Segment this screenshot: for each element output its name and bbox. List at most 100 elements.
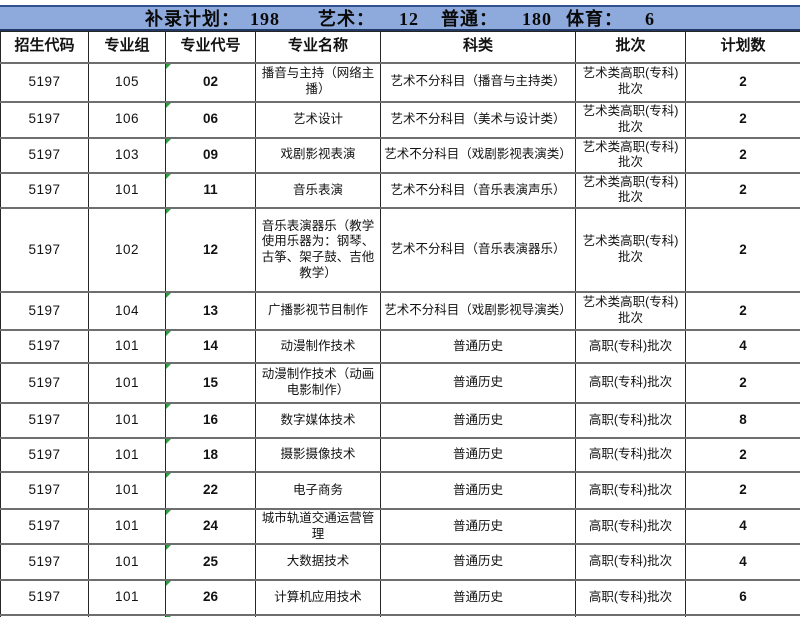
cell-major-name[interactable]: 动漫制作技术（动画电影制作） <box>255 362 381 404</box>
cell-major-name[interactable]: 播音与主持（网络主播） <box>255 61 381 103</box>
cell-plan-count[interactable]: 2 <box>685 362 800 404</box>
cell-batch[interactable]: 高职(专科)批次 <box>575 362 686 404</box>
cell-batch[interactable]: 艺术类高职(专科)批次 <box>575 207 686 293</box>
cell-subject-category[interactable]: 艺术不分科目（美术与设计类） <box>380 100 576 139</box>
cell-enroll-code[interactable]: 5197 <box>0 100 89 139</box>
cell-major-code[interactable]: 18 <box>165 437 256 473</box>
column-header-name[interactable]: 专业名称 <box>255 31 381 64</box>
column-header-group[interactable]: 专业组 <box>88 31 166 64</box>
cell-batch[interactable]: 高职(专科)批次 <box>575 579 686 617</box>
cell-major-code[interactable]: 02 <box>165 61 256 103</box>
cell-enroll-code[interactable]: 5197 <box>0 171 89 210</box>
cell-major-name[interactable]: 广播影视节目制作 <box>255 291 381 331</box>
cell-batch[interactable]: 艺术类高职(专科)批次 <box>575 61 686 103</box>
cell-subject-category[interactable]: 艺术不分科目（音乐表演声乐） <box>380 171 576 210</box>
cell-plan-count[interactable]: 4 <box>685 507 800 546</box>
cell-major-group[interactable]: 101 <box>88 402 166 439</box>
cell-enroll-code[interactable]: 5197 <box>0 437 89 473</box>
cell-batch[interactable]: 高职(专科)批次 <box>575 437 686 473</box>
cell-subject-category[interactable]: 普通历史 <box>380 437 576 473</box>
cell-batch[interactable]: 高职(专科)批次 <box>575 402 686 439</box>
cell-plan-count[interactable]: 4 <box>685 543 800 582</box>
column-header-plan[interactable]: 计划数 <box>685 31 800 64</box>
cell-subject-category[interactable]: 普通历史 <box>380 579 576 617</box>
cell-major-code[interactable]: 13 <box>165 291 256 331</box>
cell-plan-count[interactable]: 4 <box>685 329 800 364</box>
cell-enroll-code[interactable]: 5197 <box>0 507 89 546</box>
cell-major-group[interactable]: 101 <box>88 579 166 617</box>
cell-subject-category[interactable]: 普通历史 <box>380 362 576 404</box>
cell-subject-category[interactable]: 普通历史 <box>380 402 576 439</box>
cell-plan-count[interactable]: 2 <box>685 100 800 139</box>
cell-major-group[interactable]: 104 <box>88 291 166 331</box>
cell-enroll-code[interactable]: 5197 <box>0 207 89 293</box>
cell-plan-count[interactable]: 6 <box>685 579 800 617</box>
cell-major-code[interactable]: 15 <box>165 362 256 404</box>
cell-major-name[interactable]: 摄影摄像技术 <box>255 437 381 473</box>
cell-plan-count[interactable]: 8 <box>685 402 800 439</box>
cell-major-name[interactable]: 数字媒体技术 <box>255 402 381 439</box>
cell-major-group[interactable]: 101 <box>88 471 166 510</box>
cell-major-name[interactable]: 大数据技术 <box>255 543 381 582</box>
cell-major-group[interactable]: 106 <box>88 100 166 139</box>
cell-major-code[interactable]: 06 <box>165 100 256 139</box>
cell-subject-category[interactable]: 艺术不分科目（戏剧影视表演类） <box>380 136 576 174</box>
cell-major-code[interactable]: 12 <box>165 207 256 293</box>
cell-enroll-code[interactable]: 5197 <box>0 579 89 617</box>
cell-major-group[interactable]: 101 <box>88 329 166 364</box>
cell-subject-category[interactable]: 普通历史 <box>380 543 576 582</box>
column-header-batch[interactable]: 批次 <box>575 31 686 64</box>
cell-plan-count[interactable]: 2 <box>685 136 800 174</box>
cell-major-name[interactable]: 城市轨道交通运营管理 <box>255 507 381 546</box>
cell-batch[interactable]: 艺术类高职(专科)批次 <box>575 171 686 210</box>
cell-batch[interactable]: 艺术类高职(专科)批次 <box>575 136 686 174</box>
cell-plan-count[interactable]: 2 <box>685 291 800 331</box>
column-header-code[interactable]: 专业代号 <box>165 31 256 64</box>
cell-enroll-code[interactable]: 5197 <box>0 329 89 364</box>
cell-batch[interactable]: 高职(专科)批次 <box>575 329 686 364</box>
cell-major-code[interactable]: 26 <box>165 579 256 617</box>
cell-major-group[interactable]: 101 <box>88 543 166 582</box>
cell-enroll-code[interactable]: 5197 <box>0 136 89 174</box>
cell-enroll-code[interactable]: 5197 <box>0 402 89 439</box>
cell-enroll-code[interactable]: 5197 <box>0 543 89 582</box>
cell-plan-count[interactable]: 2 <box>685 437 800 473</box>
cell-subject-category[interactable]: 艺术不分科目（音乐表演器乐） <box>380 207 576 293</box>
cell-subject-category[interactable]: 普通历史 <box>380 507 576 546</box>
cell-major-code[interactable]: 24 <box>165 507 256 546</box>
cell-major-name[interactable]: 计算机应用技术 <box>255 579 381 617</box>
cell-major-name[interactable]: 动漫制作技术 <box>255 329 381 364</box>
cell-major-code[interactable]: 16 <box>165 402 256 439</box>
cell-major-name[interactable]: 艺术设计 <box>255 100 381 139</box>
cell-major-code[interactable]: 25 <box>165 543 256 582</box>
cell-major-code[interactable]: 14 <box>165 329 256 364</box>
cell-enroll-code[interactable]: 5197 <box>0 362 89 404</box>
cell-subject-category[interactable]: 普通历史 <box>380 329 576 364</box>
cell-batch[interactable]: 艺术类高职(专科)批次 <box>575 100 686 139</box>
cell-subject-category[interactable]: 普通历史 <box>380 471 576 510</box>
cell-major-code[interactable]: 09 <box>165 136 256 174</box>
cell-major-code[interactable]: 22 <box>165 471 256 510</box>
cell-major-name[interactable]: 音乐表演 <box>255 171 381 210</box>
cell-major-group[interactable]: 101 <box>88 437 166 473</box>
cell-major-group[interactable]: 101 <box>88 507 166 546</box>
cell-batch[interactable]: 高职(专科)批次 <box>575 471 686 510</box>
cell-batch[interactable]: 高职(专科)批次 <box>575 507 686 546</box>
cell-plan-count[interactable]: 2 <box>685 61 800 103</box>
cell-major-group[interactable]: 101 <box>88 171 166 210</box>
cell-plan-count[interactable]: 2 <box>685 471 800 510</box>
cell-major-name[interactable]: 戏剧影视表演 <box>255 136 381 174</box>
column-header-subject[interactable]: 科类 <box>380 31 576 64</box>
cell-major-name[interactable]: 音乐表演器乐（教学使用乐器为：钢琴、古筝、架子鼓、吉他教学） <box>255 207 381 293</box>
cell-major-group[interactable]: 105 <box>88 61 166 103</box>
cell-enroll-code[interactable]: 5197 <box>0 471 89 510</box>
cell-enroll-code[interactable]: 5197 <box>0 61 89 103</box>
cell-plan-count[interactable]: 2 <box>685 207 800 293</box>
column-header-enroll[interactable]: 招生代码 <box>0 31 89 64</box>
cell-subject-category[interactable]: 艺术不分科目（播音与主持类） <box>380 61 576 103</box>
cell-plan-count[interactable]: 2 <box>685 171 800 210</box>
cell-major-group[interactable]: 102 <box>88 207 166 293</box>
cell-major-code[interactable]: 11 <box>165 171 256 210</box>
cell-major-group[interactable]: 103 <box>88 136 166 174</box>
cell-enroll-code[interactable]: 5197 <box>0 291 89 331</box>
